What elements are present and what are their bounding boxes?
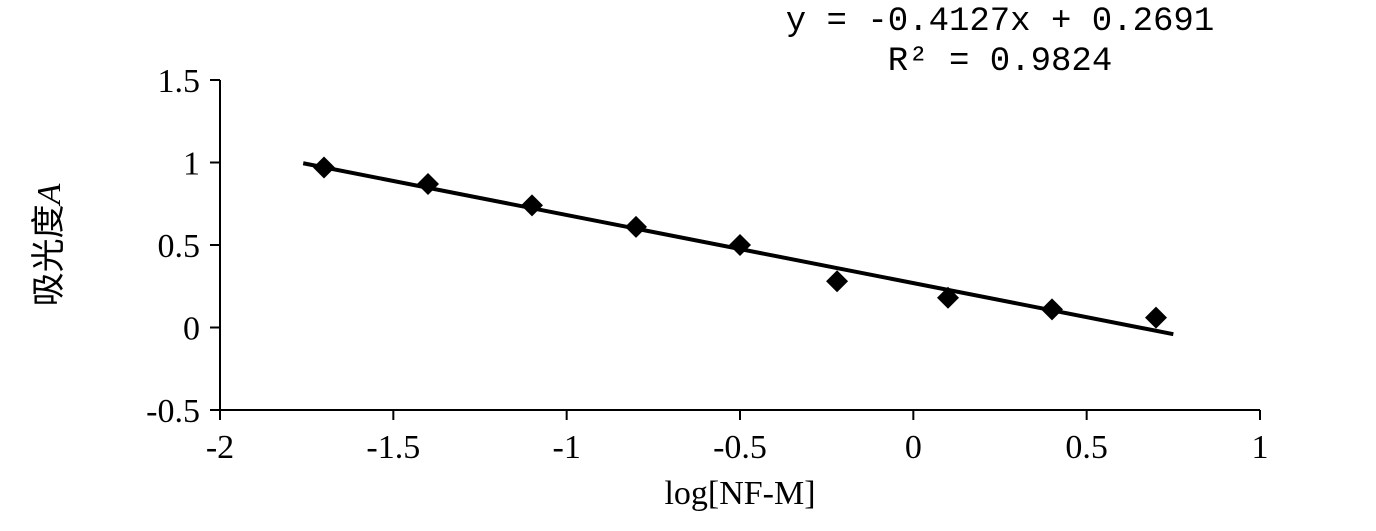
x-tick-label: -1 [553,429,581,466]
y-axis-title: 吸光度A [30,183,68,306]
scatter-chart: -2 -1.5 -1 -0.5 0 0.5 1 -0.5 0 0.5 1 1.5 log[NF-M] 吸光… [0,0,1376,531]
y-tick-label: 1.5 [158,63,201,100]
y-tick-label: 0.5 [158,228,201,265]
x-tick-label: -1.5 [366,429,420,466]
y-tick-label: 1 [183,145,200,182]
x-tick-label: 0 [905,429,922,466]
x-tick-label: -0.5 [713,429,767,466]
x-tick-label: 0.5 [1065,429,1108,466]
r2-annotation: R² = 0.9824 [888,43,1112,81]
equation-annotation: y = -0.4127x + 0.2691 [786,3,1214,41]
chart-container: -2 -1.5 -1 -0.5 0 0.5 1 -0.5 0 0.5 1 1.5 log[NF-M] 吸光… [0,0,1376,531]
y-tick-label: 0 [183,310,200,347]
y-tick-label: -0.5 [146,393,200,430]
x-tick-label: -2 [206,429,234,466]
x-tick-label: 1 [1252,429,1269,466]
x-axis-title: log[NF-M] [664,475,815,512]
